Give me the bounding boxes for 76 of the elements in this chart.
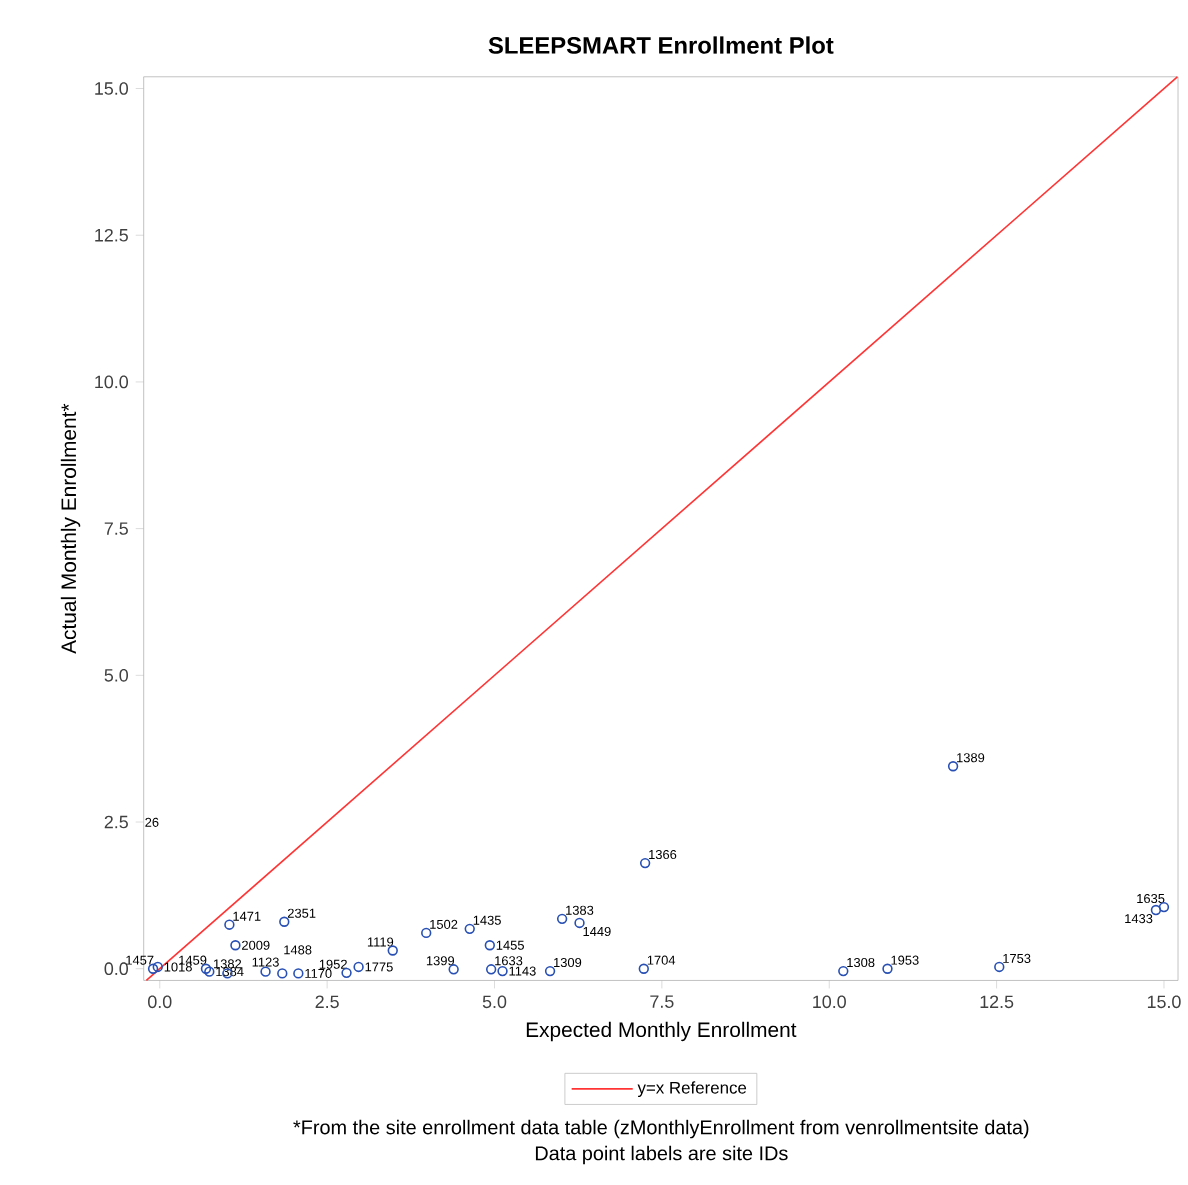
point	[421, 927, 432, 939]
point	[448, 964, 459, 975]
point	[224, 919, 235, 930]
annotation: 1170	[305, 968, 332, 979]
annotation: 26	[145, 817, 159, 827]
point	[544, 965, 556, 977]
point	[279, 916, 290, 927]
y-axis-title: Actual Monthly Enrollment*	[60, 403, 81, 654]
point	[994, 961, 1005, 973]
y-tick-label: 2.5	[104, 815, 128, 829]
annotation: 1382	[214, 959, 242, 969]
annotation: 1952	[319, 959, 347, 969]
point	[947, 761, 959, 772]
annotation: 1383	[566, 905, 594, 915]
annotation: 1366	[649, 850, 677, 860]
point	[638, 963, 649, 974]
x-tick-label: 5.0	[482, 995, 507, 1009]
point	[204, 966, 215, 977]
point	[277, 968, 288, 979]
x-tick-label: 10.0	[813, 995, 846, 1009]
annotation: 1635	[1137, 894, 1165, 904]
annotation: 1471	[233, 911, 261, 921]
annotation: 1704	[647, 955, 676, 965]
point	[838, 965, 849, 977]
y-tick-label: 0.0	[104, 962, 129, 976]
annotation: 1449	[583, 926, 611, 937]
point	[1150, 904, 1162, 916]
annotation: 2351	[287, 908, 316, 918]
point	[882, 963, 893, 974]
annotation: 1389	[957, 753, 985, 763]
annotation: 1309	[554, 957, 582, 968]
point	[574, 917, 585, 929]
x-tick-label: 7.5	[650, 995, 674, 1008]
annotation: 1399	[426, 956, 455, 966]
point	[152, 961, 163, 973]
point	[230, 940, 241, 951]
point	[341, 967, 352, 979]
annotation: 2009	[242, 940, 270, 950]
legend-label: y=x Reference	[637, 1081, 747, 1098]
point	[485, 964, 497, 975]
annotation: 1953	[891, 955, 919, 965]
point	[353, 961, 364, 973]
chart-title: SLEEPSMART Enrollment Plot	[488, 36, 834, 54]
annotation: 1633	[495, 956, 523, 966]
point	[387, 945, 398, 956]
point	[293, 968, 304, 979]
annotation: 1775	[365, 962, 393, 972]
y-tick-label: 15.0	[95, 82, 129, 95]
annotation: 1308	[847, 957, 875, 968]
annotation: 1753	[1003, 953, 1031, 963]
annotation: 1455	[496, 940, 524, 950]
x-tick-label: 12.5	[980, 995, 1014, 1009]
annotation: 1457	[126, 955, 154, 965]
x-tick-label: 15.0	[1147, 995, 1181, 1009]
annotation: 1119	[367, 937, 394, 947]
annotation: 1488	[284, 945, 312, 955]
y-tick-label: 10.0	[95, 375, 129, 389]
text: *From the site enrollment data table (zMonthlyEnrollment from venrollmentsite data)	[293, 1119, 1029, 1139]
x-axis-title: Expected Monthly Enrollment	[526, 1021, 797, 1042]
text: Data point labels are site IDs	[535, 1145, 788, 1165]
x-tick-label: 2.5	[315, 995, 339, 1009]
point	[1158, 901, 1170, 913]
point	[556, 913, 568, 925]
x-tick-label: 0.0	[148, 995, 172, 1009]
annotation: 1143	[509, 966, 536, 976]
point	[484, 940, 495, 951]
annotation: 1433	[1125, 914, 1153, 924]
annotation: 1435	[473, 915, 501, 925]
y-tick-label: 5.0	[104, 669, 129, 682]
annotation: 1123	[252, 957, 279, 967]
y-tick-label: 12.5	[95, 228, 128, 242]
point	[260, 966, 271, 977]
point	[639, 857, 651, 869]
y-tick-label: 7.5	[104, 522, 128, 535]
point	[464, 923, 475, 935]
annotation: 1502	[430, 919, 458, 929]
